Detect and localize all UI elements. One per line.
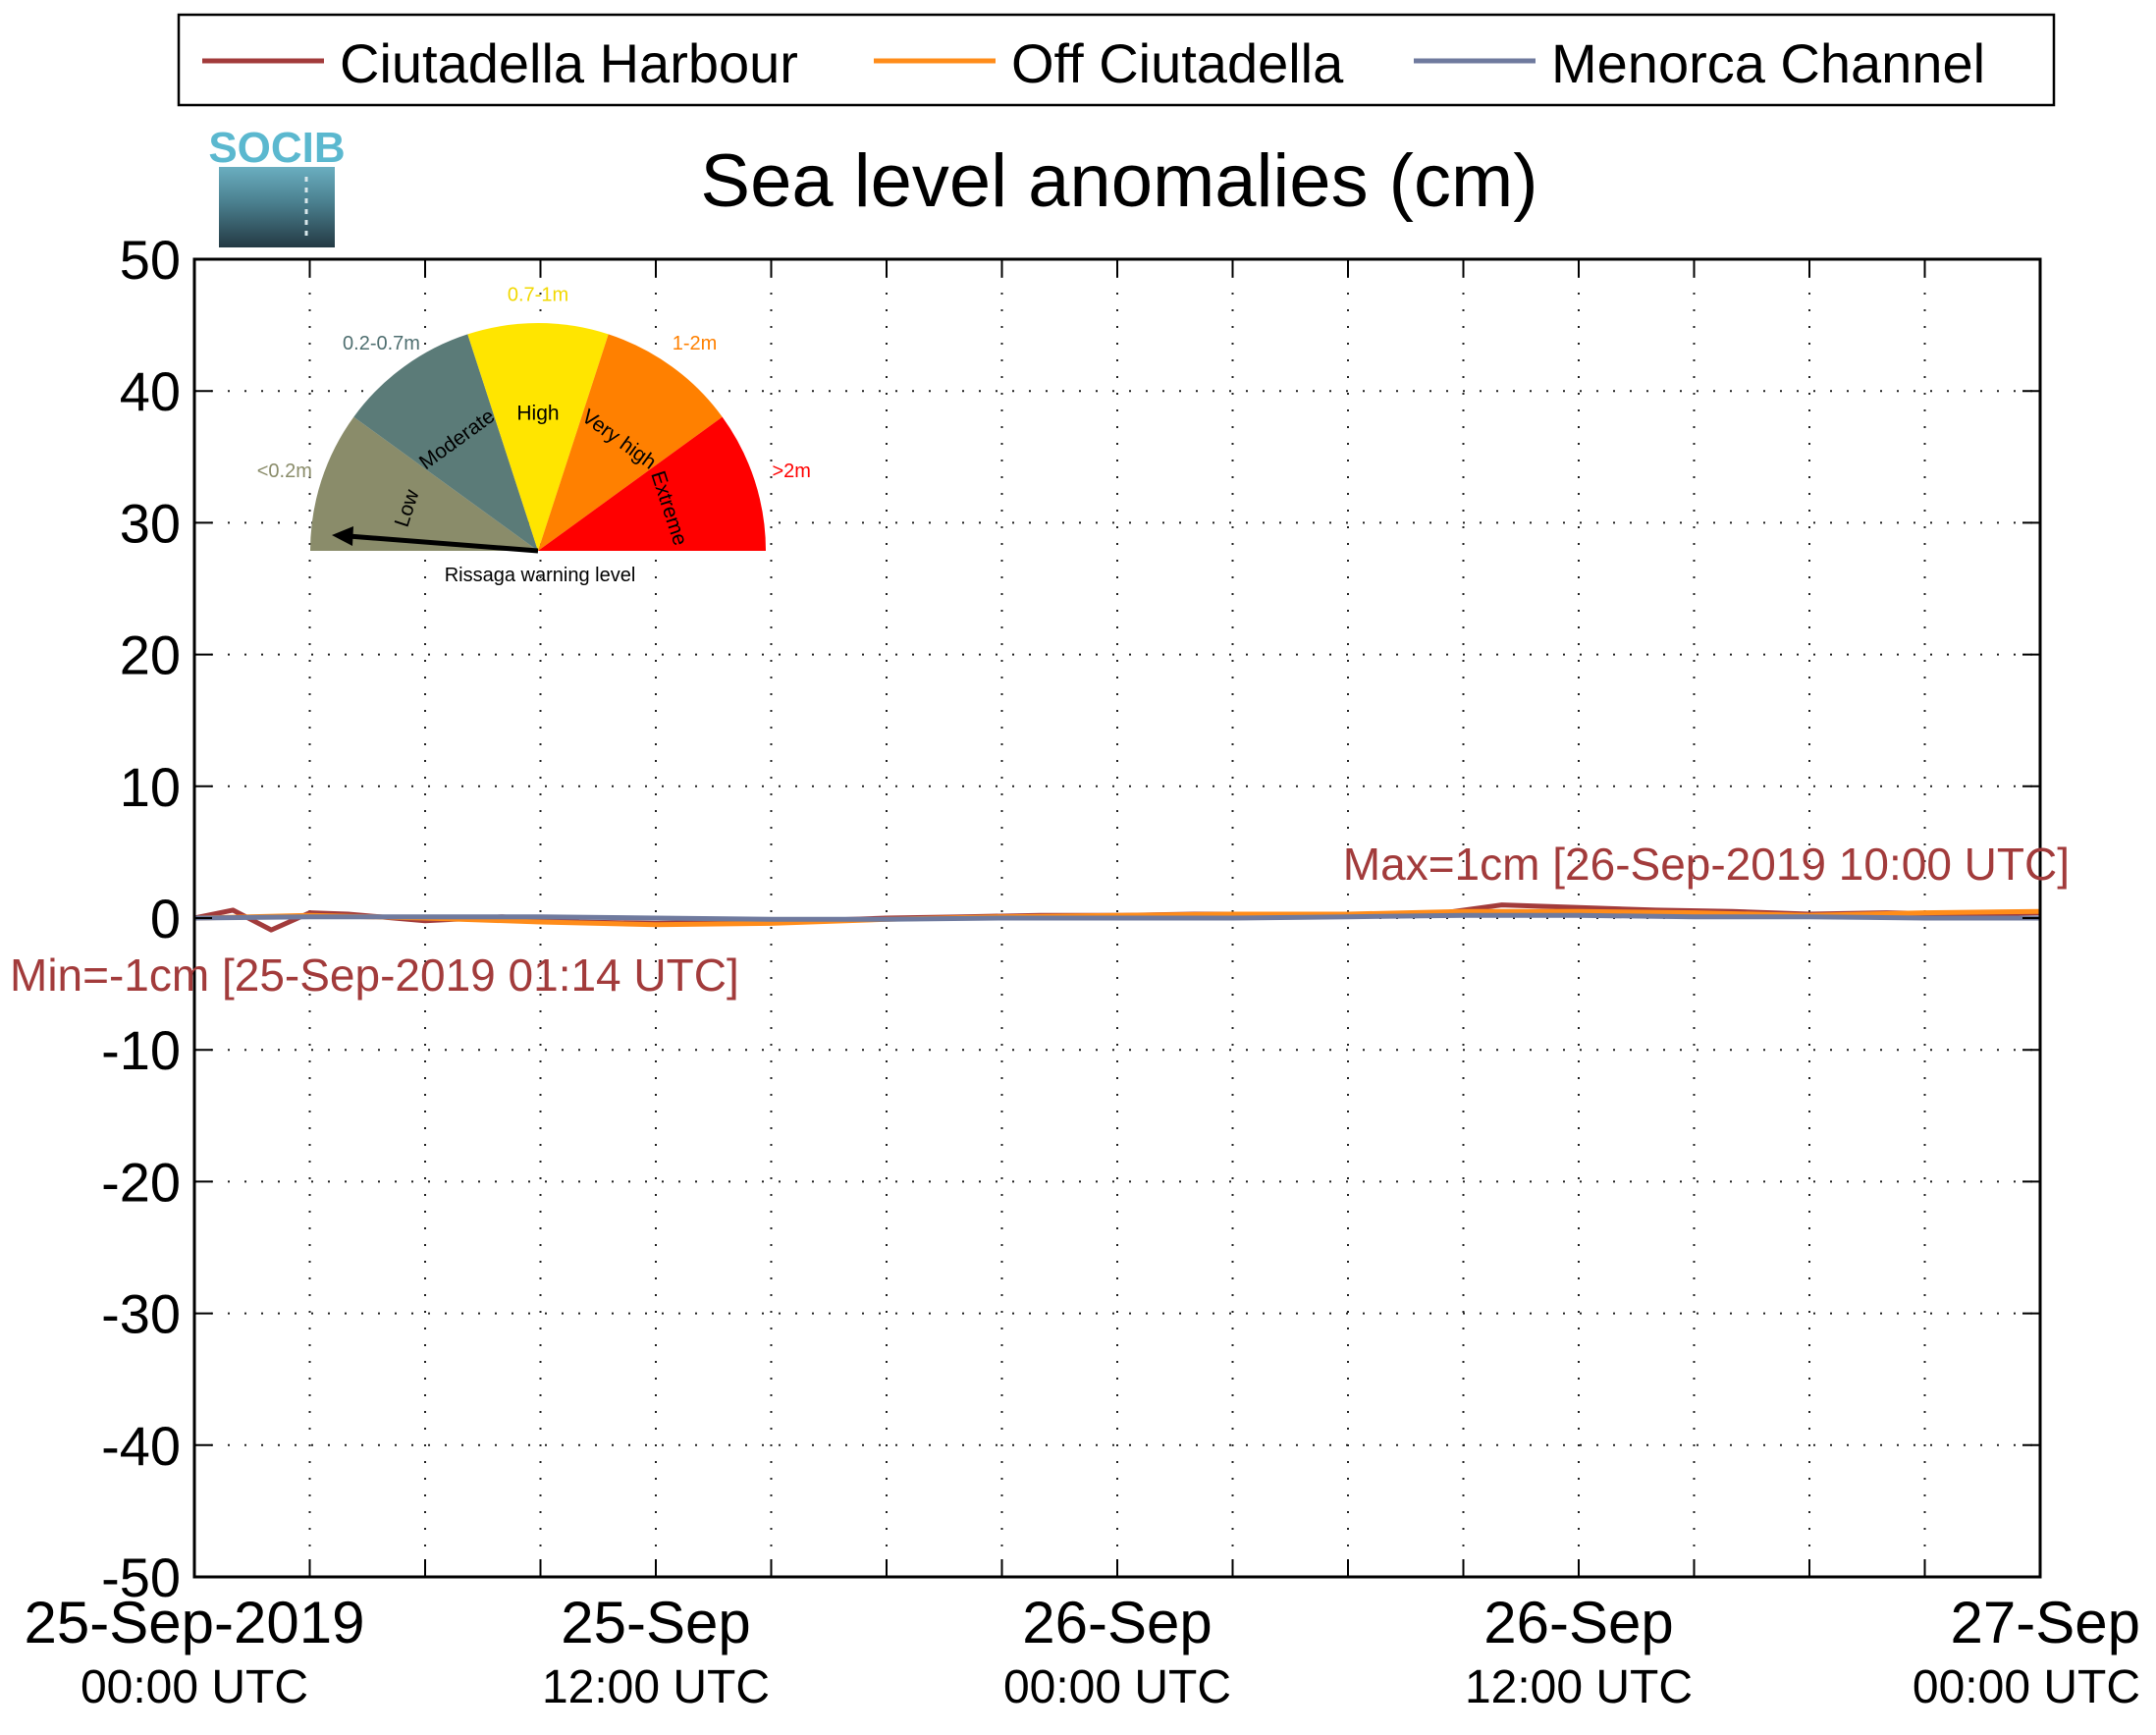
gauge-range-label-low: <0.2m <box>257 461 312 482</box>
gauge-sector-label-high: High <box>516 402 559 424</box>
annotation-min: Min=-1cm [25-Sep-2019 01:14 UTC] <box>10 949 739 1001</box>
y-tick-label: 50 <box>120 229 181 291</box>
x-tick-label-date: 25-Sep <box>561 1590 750 1655</box>
gauge-range-label-very-high: 1-2m <box>673 333 718 354</box>
legend-label-off-ciutadella: Off Ciutadella <box>1011 32 1344 94</box>
gauge-caption: Rissaga warning level <box>445 565 636 586</box>
y-tick-label: -50 <box>101 1546 181 1608</box>
socib-logo: SOCIB <box>208 124 346 247</box>
x-tick-label-date: 25-Sep-2019 <box>25 1590 365 1655</box>
legend-box <box>177 13 2056 107</box>
annotation-max: Max=1cm [26-Sep-2019 10:00 UTC] <box>1343 839 2070 890</box>
gauge-range-label-moderate: 0.2-0.7m <box>343 333 420 354</box>
series-line-off-ciutadella <box>193 908 2041 928</box>
legend-label-ciutadella-harbour: Ciutadella Harbour <box>340 32 798 94</box>
y-tick-label: 20 <box>120 624 181 686</box>
series-layer <box>193 902 2041 933</box>
x-tick-label-time: 12:00 UTC <box>542 1661 770 1713</box>
gauge-range-label-high: 0.7-1m <box>508 284 568 305</box>
x-axis-labels: 25-Sep-2019 00:00 UTC 25-Sep 12:00 UTC 26-Se… <box>25 1590 2140 1713</box>
x-tick-label-date: 27-Sep <box>1951 1590 2140 1655</box>
x-tick-label-date: 26-Sep <box>1022 1590 1212 1655</box>
x-tick-label-time: 00:00 UTC <box>81 1661 308 1713</box>
y-tick-label: -40 <box>101 1415 181 1477</box>
gauge-range-label-extreme: >2m <box>772 461 810 482</box>
y-tick-label: -20 <box>101 1151 181 1213</box>
gauge-pointer-shaft <box>348 533 539 554</box>
gauge-sector-extreme <box>538 416 766 551</box>
x-tick-label-time: 12:00 UTC <box>1465 1661 1693 1713</box>
y-axis-labels: -50 -40 -30 -20 -10 0 10 20 30 40 50 <box>101 229 181 1608</box>
axis-ticks <box>194 258 2040 1578</box>
x-tick-label-time: 00:00 UTC <box>1003 1661 1231 1713</box>
y-tick-label: 10 <box>120 756 181 818</box>
logo-block <box>219 167 335 247</box>
gauge-range-labels: <0.2m 0.2-0.7m 0.7-1m 1-2m >2m <box>257 284 811 482</box>
gauge-pointer <box>332 526 539 554</box>
y-tick-label: 40 <box>120 360 181 422</box>
chart-title: Sea level anomalies (cm) <box>700 139 1537 223</box>
gauge-sector-moderate <box>353 334 538 551</box>
gauge-sector-high <box>467 323 609 551</box>
series-line-menorca-channel <box>193 912 2040 922</box>
legend: Ciutadella Harbour Off Ciutadella Menorc… <box>177 13 2056 107</box>
logo-text: SOCIB <box>208 124 345 172</box>
y-tick-label: 30 <box>120 492 181 554</box>
gauge-pointer-head <box>332 526 353 546</box>
gauge-sector-low <box>310 416 538 551</box>
x-tick-label-date: 26-Sep <box>1483 1590 1673 1655</box>
y-tick-label: -30 <box>101 1283 181 1345</box>
y-tick-label: -10 <box>101 1019 181 1081</box>
gauge-sectors <box>310 323 766 551</box>
y-tick-label: 0 <box>150 888 181 949</box>
gauge-sector-very-high <box>538 334 723 551</box>
legend-label-menorca-channel: Menorca Channel <box>1551 32 1985 94</box>
x-tick-label-time: 00:00 UTC <box>1913 1661 2140 1713</box>
